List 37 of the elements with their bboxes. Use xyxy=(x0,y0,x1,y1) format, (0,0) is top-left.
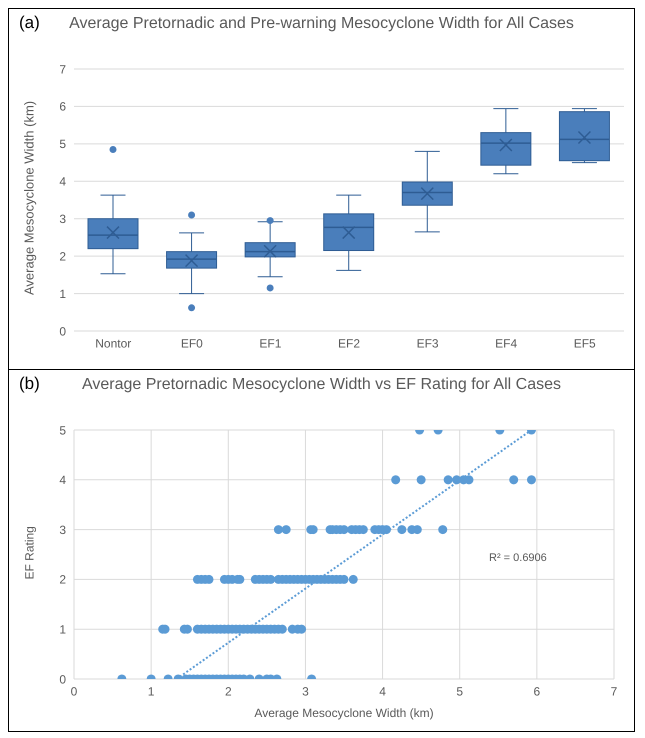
text: (b) xyxy=(19,374,40,394)
y-tick-label: 7 xyxy=(59,62,66,76)
x-axis-title: Average Mesocyclone Width (km) xyxy=(254,706,434,720)
y-tick-label: 2 xyxy=(59,572,66,587)
y-tick-label: 4 xyxy=(59,473,66,488)
x-tick-label: EF0 xyxy=(180,336,204,351)
y-tick-label: 1 xyxy=(59,286,66,301)
y-tick-label: 4 xyxy=(59,174,66,189)
x-tick-label: 1 xyxy=(148,684,155,699)
x-tick-label: 4 xyxy=(379,684,386,699)
x-tick-label: EF5 xyxy=(574,336,596,351)
y-tick-label: 3 xyxy=(59,522,66,537)
text: (a) xyxy=(19,13,40,33)
x-tick-label: EF3 xyxy=(416,336,439,351)
annotation: R² = 0.6906 xyxy=(489,552,547,564)
x-tick-label: 0 xyxy=(70,684,78,699)
chart-title: Average Pretornadic and Pre-warning Mesocyclone Width for All Cases xyxy=(68,14,575,34)
y-tick-label: 5 xyxy=(59,423,66,438)
y-axis-title: EF Rating xyxy=(22,526,36,580)
y-tick-label: 5 xyxy=(59,137,66,152)
x-tick-label: 5 xyxy=(456,684,464,699)
y-tick-label: 3 xyxy=(59,212,66,226)
chart-title: Average Pretornadic Mesocyclone Width vs EF Rating for All Cases xyxy=(80,375,562,395)
y-tick-label: 0 xyxy=(59,672,66,686)
y-axis-title: Average Mesocyclone Width (km) xyxy=(22,100,37,295)
x-tick-label: 2 xyxy=(224,684,232,699)
x-tick-label: 7 xyxy=(610,684,618,699)
x-tick-label: EF4 xyxy=(495,336,518,351)
x-tick-label: 3 xyxy=(302,684,310,699)
x-tick-label: EF2 xyxy=(338,336,360,351)
y-tick-label: 6 xyxy=(59,100,66,114)
y-tick-label: 1 xyxy=(59,622,66,636)
y-tick-label: 2 xyxy=(59,249,66,264)
x-tick-label: EF1 xyxy=(259,336,282,351)
x-tick-label: Nontor xyxy=(95,336,132,351)
x-tick-label: 6 xyxy=(534,684,541,699)
y-tick-label: 0 xyxy=(59,324,66,338)
